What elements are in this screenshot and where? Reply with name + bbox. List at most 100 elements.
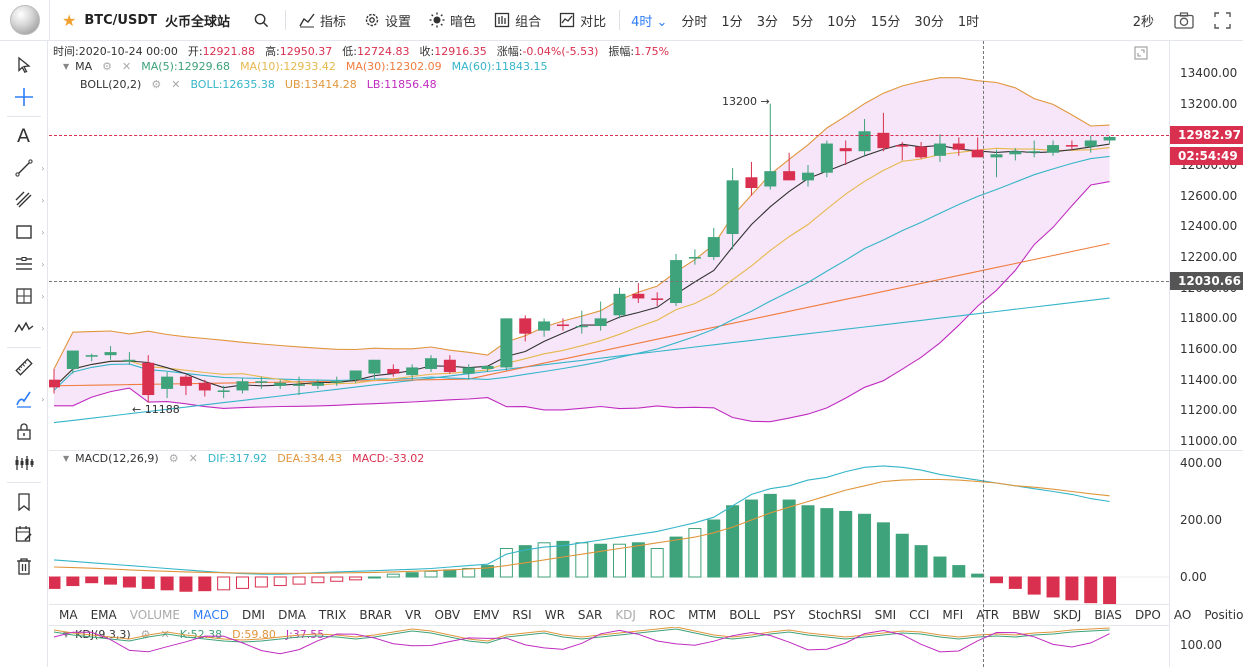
wave-tool[interactable]: › xyxy=(0,312,48,344)
indicator-tab-emv[interactable]: EMV xyxy=(473,608,500,622)
hide-drawings-icon xyxy=(15,456,33,470)
compare-button[interactable]: 对比 xyxy=(550,0,615,41)
ruler-tool[interactable] xyxy=(0,351,48,383)
indicator-tab-trix[interactable]: TRIX xyxy=(318,608,347,622)
indicator-tab-dma[interactable]: DMA xyxy=(278,608,306,622)
indicator-tab-boll[interactable]: BOLL xyxy=(729,608,761,622)
price-chart[interactable] xyxy=(49,41,1169,450)
expand-arrow-icon[interactable]: › xyxy=(41,292,45,301)
indicator-tab-wr[interactable]: WR xyxy=(544,608,565,622)
price-tick: 12200.00 xyxy=(1180,250,1238,265)
brush-tool[interactable]: › xyxy=(0,383,48,415)
expand-arrow-icon[interactable]: › xyxy=(41,196,45,205)
price-axis[interactable]: 13400.0013200.0013000.0012800.0012600.00… xyxy=(1169,41,1243,450)
interval-5[interactable]: 10分 xyxy=(827,14,857,30)
kdj-axis[interactable]: 100.00 xyxy=(1169,627,1243,667)
indicator-tab-skdj[interactable]: SKDJ xyxy=(1053,608,1082,622)
interval-2[interactable]: 1分 xyxy=(721,14,743,30)
collapse-arrow-icon[interactable]: ▼ xyxy=(63,454,70,463)
indicator-tab-atr[interactable]: ATR xyxy=(976,608,1000,622)
expand-arrow-icon[interactable]: › xyxy=(41,260,45,269)
expand-arrow-icon[interactable]: › xyxy=(41,228,45,237)
indicator-tab-rsi[interactable]: RSI xyxy=(512,608,532,622)
indicator-tab-bbw[interactable]: BBW xyxy=(1012,608,1041,622)
macd-bar xyxy=(273,576,287,587)
interval-0[interactable]: 4时 ⌄ xyxy=(631,14,668,30)
macd-axis[interactable]: 400.00 200.00 0.00 xyxy=(1169,451,1243,627)
indicator-tab-obv[interactable]: OBV xyxy=(434,608,461,622)
lock-tool[interactable] xyxy=(0,415,48,447)
interval-8[interactable]: 1时 xyxy=(957,14,980,30)
rectangle-tool[interactable]: › xyxy=(0,216,48,248)
indicator-tab-ao[interactable]: AO xyxy=(1173,608,1192,622)
settings-icon[interactable]: ⚙ xyxy=(102,60,113,73)
close-icon[interactable]: ✕ xyxy=(171,78,181,91)
interval-1[interactable]: 分时 xyxy=(681,14,708,30)
interval-4[interactable]: 5分 xyxy=(791,14,814,30)
indicator-tab-mfi[interactable]: MFI xyxy=(942,608,964,622)
indicator-tab-cci[interactable]: CCI xyxy=(909,608,930,622)
indicator-tab-dmi[interactable]: DMI xyxy=(241,608,266,622)
expand-arrow-icon[interactable]: › xyxy=(41,164,45,173)
indicator-tab-macd[interactable]: MACD xyxy=(192,608,229,622)
settings-button[interactable]: 设置 xyxy=(355,0,420,41)
horizontal-lines-tool[interactable]: › xyxy=(0,248,48,280)
settings-icon[interactable]: ⚙ xyxy=(140,628,151,641)
delete-tool[interactable] xyxy=(0,550,48,582)
indicator-tab-vr[interactable]: VR xyxy=(404,608,422,622)
fib-tool[interactable]: › xyxy=(0,184,48,216)
trendline-tool[interactable]: › xyxy=(0,152,48,184)
text-tool[interactable]: A xyxy=(0,120,48,152)
settings-icon[interactable]: ⚙ xyxy=(168,452,179,465)
bookmark-tool[interactable] xyxy=(0,486,48,518)
indicator-tab-ema[interactable]: EMA xyxy=(90,608,117,622)
collapse-arrow-icon[interactable]: ▼ xyxy=(63,630,70,639)
indicator-tab-brar[interactable]: BRAR xyxy=(359,608,392,622)
fullscreen-icon[interactable] xyxy=(1214,12,1231,29)
theme-button[interactable]: 暗色 xyxy=(420,0,485,41)
indicators-button[interactable]: 指标 xyxy=(290,0,355,41)
layout-button[interactable]: 组合 xyxy=(485,0,550,41)
indicator-tab-kdj[interactable]: KDJ xyxy=(615,608,636,622)
favorite-star-icon[interactable]: ★ xyxy=(62,10,77,30)
d-line xyxy=(53,627,1110,642)
indicator-tab-stochrsi[interactable]: StochRSI xyxy=(808,608,862,622)
cursor-tool[interactable] xyxy=(0,49,48,81)
macd-chart[interactable] xyxy=(49,451,1169,604)
indicator-tab-roc[interactable]: ROC xyxy=(648,608,676,622)
low-annotation-value: 11188 xyxy=(144,403,180,416)
search-button[interactable] xyxy=(242,0,281,41)
indicator-tab-bias[interactable]: BIAS xyxy=(1094,608,1122,622)
indicator-tab-position[interactable]: Position xyxy=(1204,608,1243,622)
kdj-chart[interactable] xyxy=(49,627,1169,667)
close-icon[interactable]: ✕ xyxy=(122,60,132,73)
indicator-tab-dpo[interactable]: DPO xyxy=(1134,608,1161,622)
candle xyxy=(764,171,777,187)
symbol-selector[interactable]: ★ BTC/USDT 火币全球站 xyxy=(50,11,242,30)
indicator-tab-volume[interactable]: VOLUME xyxy=(129,608,180,622)
interval-3[interactable]: 3分 xyxy=(756,14,778,30)
indicator-tab-smi[interactable]: SMI xyxy=(874,608,897,622)
expand-pane-icon[interactable] xyxy=(1134,46,1148,60)
close-label: 收: xyxy=(419,45,435,58)
boll-mid-value: BOLL:12635.38 xyxy=(190,78,275,91)
interval-7[interactable]: 30分 xyxy=(914,14,944,30)
visibility-tool[interactable] xyxy=(0,447,48,479)
ma10-value: MA(10):12933.42 xyxy=(240,60,336,73)
refresh-rate[interactable]: 2秒 xyxy=(1132,15,1154,30)
indicator-tab-psy[interactable]: PSY xyxy=(773,608,796,622)
expand-arrow-icon[interactable]: › xyxy=(41,395,45,404)
expand-arrow-icon[interactable]: › xyxy=(41,324,45,333)
indicator-tab-sar[interactable]: SAR xyxy=(577,608,603,622)
indicator-tab-ma[interactable]: MA xyxy=(59,608,78,622)
measure-tool[interactable]: › xyxy=(0,280,48,312)
close-icon[interactable]: ✕ xyxy=(188,452,198,465)
calendar-edit-tool[interactable] xyxy=(0,518,48,550)
settings-icon[interactable]: ⚙ xyxy=(151,78,162,91)
indicator-tab-mtm[interactable]: MTM xyxy=(688,608,717,622)
crosshair-tool[interactable] xyxy=(0,81,48,113)
interval-6[interactable]: 15分 xyxy=(870,14,901,30)
camera-icon[interactable] xyxy=(1174,12,1194,29)
collapse-arrow-icon[interactable]: ▼ xyxy=(63,62,70,71)
indicators-label: 指标 xyxy=(320,14,347,30)
